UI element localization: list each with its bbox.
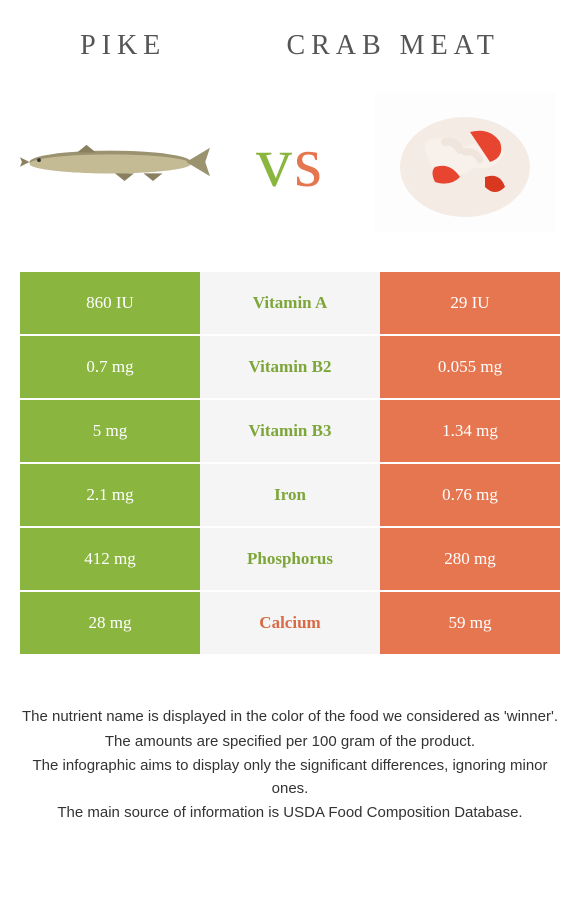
nutrient-value-left: 5 mg [20,400,200,462]
nutrient-row: 860 IUVitamin A29 IU [20,272,560,334]
nutrient-value-left: 412 mg [20,528,200,590]
footer-line-3: The infographic aims to display only the… [20,755,560,800]
pike-image [20,92,210,232]
nutrient-row: 0.7 mgVitamin B20.055 mg [20,336,560,398]
footer-notes: The nutrient name is displayed in the co… [0,656,580,847]
nutrient-row: 2.1 mgIron0.76 mg [20,464,560,526]
nutrient-value-right: 1.34 mg [380,400,560,462]
nutrient-table: 860 IUVitamin A29 IU0.7 mgVitamin B20.05… [20,272,560,654]
nutrient-name: Vitamin B2 [200,336,380,398]
footer-line-4: The main source of information is USDA F… [20,802,560,825]
food-title-left: Pike [80,30,166,62]
vs-label: vs [256,121,324,204]
nutrient-value-left: 0.7 mg [20,336,200,398]
nutrient-name: Vitamin B3 [200,400,380,462]
nutrient-name: Calcium [200,592,380,654]
nutrient-value-left: 28 mg [20,592,200,654]
nutrient-value-right: 0.76 mg [380,464,560,526]
nutrient-row: 5 mgVitamin B31.34 mg [20,400,560,462]
nutrient-row: 412 mgPhosphorus280 mg [20,528,560,590]
nutrient-value-right: 59 mg [380,592,560,654]
nutrient-row: 28 mgCalcium59 mg [20,592,560,654]
footer-line-2: The amounts are specified per 100 gram o… [20,731,560,754]
nutrient-name: Vitamin A [200,272,380,334]
nutrient-value-left: 2.1 mg [20,464,200,526]
nutrient-name: Phosphorus [200,528,380,590]
footer-line-1: The nutrient name is displayed in the co… [20,706,560,729]
nutrient-value-right: 29 IU [380,272,560,334]
nutrient-value-left: 860 IU [20,272,200,334]
nutrient-value-right: 280 mg [380,528,560,590]
nutrient-name: Iron [200,464,380,526]
nutrient-value-right: 0.055 mg [380,336,560,398]
food-title-right: Crab meat [286,30,499,62]
crab-meat-image [370,92,560,232]
